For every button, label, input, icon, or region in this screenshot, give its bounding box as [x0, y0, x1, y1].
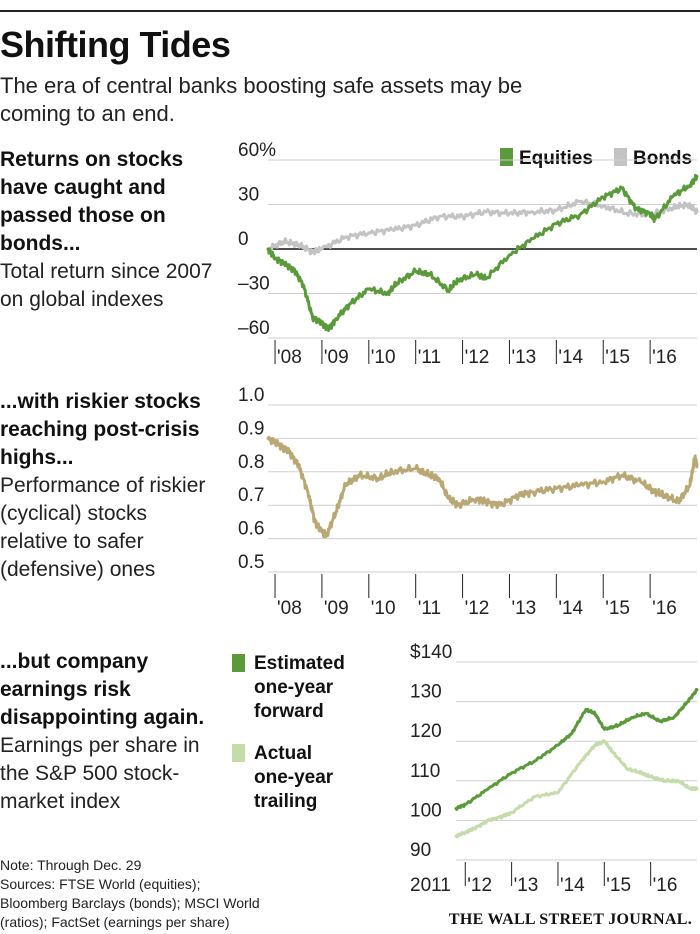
y-tick-label: 0.9: [238, 418, 264, 439]
x-tick-label: '09: [324, 598, 349, 619]
x-tick-label: '13: [514, 875, 539, 896]
y-tick-label: $140: [410, 642, 452, 663]
series-line-equities: [266, 173, 699, 332]
note-line-3: Bloomberg Barclays (bonds); MSCI World: [0, 895, 260, 911]
y-tick-label: 1.0: [238, 385, 264, 406]
x-tick-label: '13: [511, 347, 536, 368]
legend-equities-swatch: [500, 148, 513, 166]
y-tick-label: 0.8: [238, 452, 264, 473]
page-title: Shifting Tides: [0, 24, 231, 65]
chart-2: 1.0 0.9 0.8 0.7 0.6 0.5 '08 '09 '10 '11 '12 '13 '14 '…: [238, 385, 699, 619]
legend-actual-line-3: trailing: [254, 791, 318, 812]
x-tick-label: '13: [511, 598, 536, 619]
x-tick-label: '15: [605, 598, 630, 619]
legend-bonds-swatch: [614, 148, 627, 166]
y-tick-label: 130: [410, 682, 442, 703]
x-tick-label: '15: [605, 347, 630, 368]
series-line-actual-one-year-trailing: [454, 738, 699, 839]
y-tick-label: 90: [410, 840, 431, 861]
panel-2-body: Performance of riskier (cyclical) stocks…: [0, 474, 206, 581]
y-tick-label: 0: [238, 229, 249, 250]
y-tick-label: 120: [410, 721, 442, 742]
legend-estimated: Estimated one-year forward: [232, 652, 345, 724]
x-tick-label: '12: [465, 598, 490, 619]
x-tick-label: '14: [558, 347, 583, 368]
panel-3-headline: ...but company earnings risk disappointi…: [0, 650, 205, 729]
y-tick-label: 0.6: [238, 519, 264, 540]
x-tick-label: '14: [560, 875, 585, 896]
legend-estimated-line-3: forward: [254, 701, 324, 722]
wsj-logo: THE WALL STREET JOURNAL.: [448, 911, 692, 928]
x-tick-label: '09: [324, 347, 349, 368]
legend-estimated-swatch: [232, 654, 245, 672]
y-tick-label: –60: [238, 318, 270, 339]
series-line-estimated-one-year-forward: [454, 688, 699, 811]
panel-3-body: Earnings per share in the S&P 500 stock-…: [0, 734, 200, 813]
y-tick-label: 100: [410, 800, 442, 821]
legend-bonds-label: Bonds: [633, 148, 693, 169]
series-line-cyclical-defensive-ratio: [266, 436, 699, 539]
chart-3: $140 130 120 110 100 90 2011 '12 '13 '14 '15 '16: [410, 642, 699, 896]
footnotes: Note: Through Dec. 29 Sources: FTSE Worl…: [0, 856, 300, 932]
legend-equities-label: Equities: [519, 148, 593, 169]
x-tick-label: '11: [418, 598, 441, 619]
y-tick-label: 30: [238, 185, 259, 206]
x-tick-label: '12: [467, 875, 492, 896]
note-line-4: (ratios); FactSet (earnings per share): [0, 914, 230, 930]
y-tick-label: –30: [238, 274, 270, 295]
x-tick-label: '16: [652, 598, 677, 619]
x-tick-label: '15: [606, 875, 631, 896]
x-tick-label: '12: [465, 347, 490, 368]
panel-3-text: ...but company earnings risk disappointi…: [0, 648, 215, 816]
x-tick-label: '10: [371, 347, 396, 368]
y-tick-label: 110: [410, 761, 440, 782]
x-tick-label: '10: [371, 598, 396, 619]
x-tick-label: '16: [652, 347, 677, 368]
legend-equities: Equities: [500, 147, 593, 171]
x-tick-label: '08: [277, 598, 302, 619]
panel-2-text: ...with riskier stocks reaching post-cri…: [0, 388, 215, 584]
y-tick-label: 0.7: [238, 485, 264, 506]
legend-bonds: Bonds: [614, 147, 692, 171]
x-tick-label: 2011: [410, 875, 451, 896]
legend-estimated-line-2: one-year: [254, 677, 334, 698]
panel-1-headline: Returns on stocks have caught and passed…: [0, 148, 184, 255]
x-tick-label: '08: [277, 347, 302, 368]
panel-2-headline: ...with riskier stocks reaching post-cri…: [0, 390, 201, 469]
chart-1: 60% 30 0 –30 –60 '08 '09 '10 '11 '12 '13 '14 '15 '16: [238, 140, 699, 368]
panel-1-text: Returns on stocks have caught and passed…: [0, 146, 215, 314]
panel-1-body: Total return since 2007 on global indexe…: [0, 260, 213, 311]
x-tick-label: '11: [418, 347, 441, 368]
top-rule: [0, 10, 700, 12]
legend-actual-line-1: Actual: [254, 743, 313, 764]
series-line-bonds: [266, 198, 699, 256]
legend-actual-line-2: one-year: [254, 767, 334, 788]
x-tick-label: '16: [653, 875, 678, 896]
note-line-2: Sources: FTSE World (equities);: [0, 876, 201, 892]
legend-actual-swatch: [232, 744, 245, 762]
legend-estimated-line-1: Estimated: [254, 653, 345, 674]
legend-actual: Actual one-year trailing: [232, 742, 333, 814]
note-line-1: Note: Through Dec. 29: [0, 857, 142, 873]
x-tick-label: '14: [558, 598, 583, 619]
page-subtitle: The era of central banks boosting safe a…: [0, 73, 523, 126]
y-tick-label: 0.5: [238, 552, 264, 573]
y-tick-label: 60%: [238, 140, 276, 161]
